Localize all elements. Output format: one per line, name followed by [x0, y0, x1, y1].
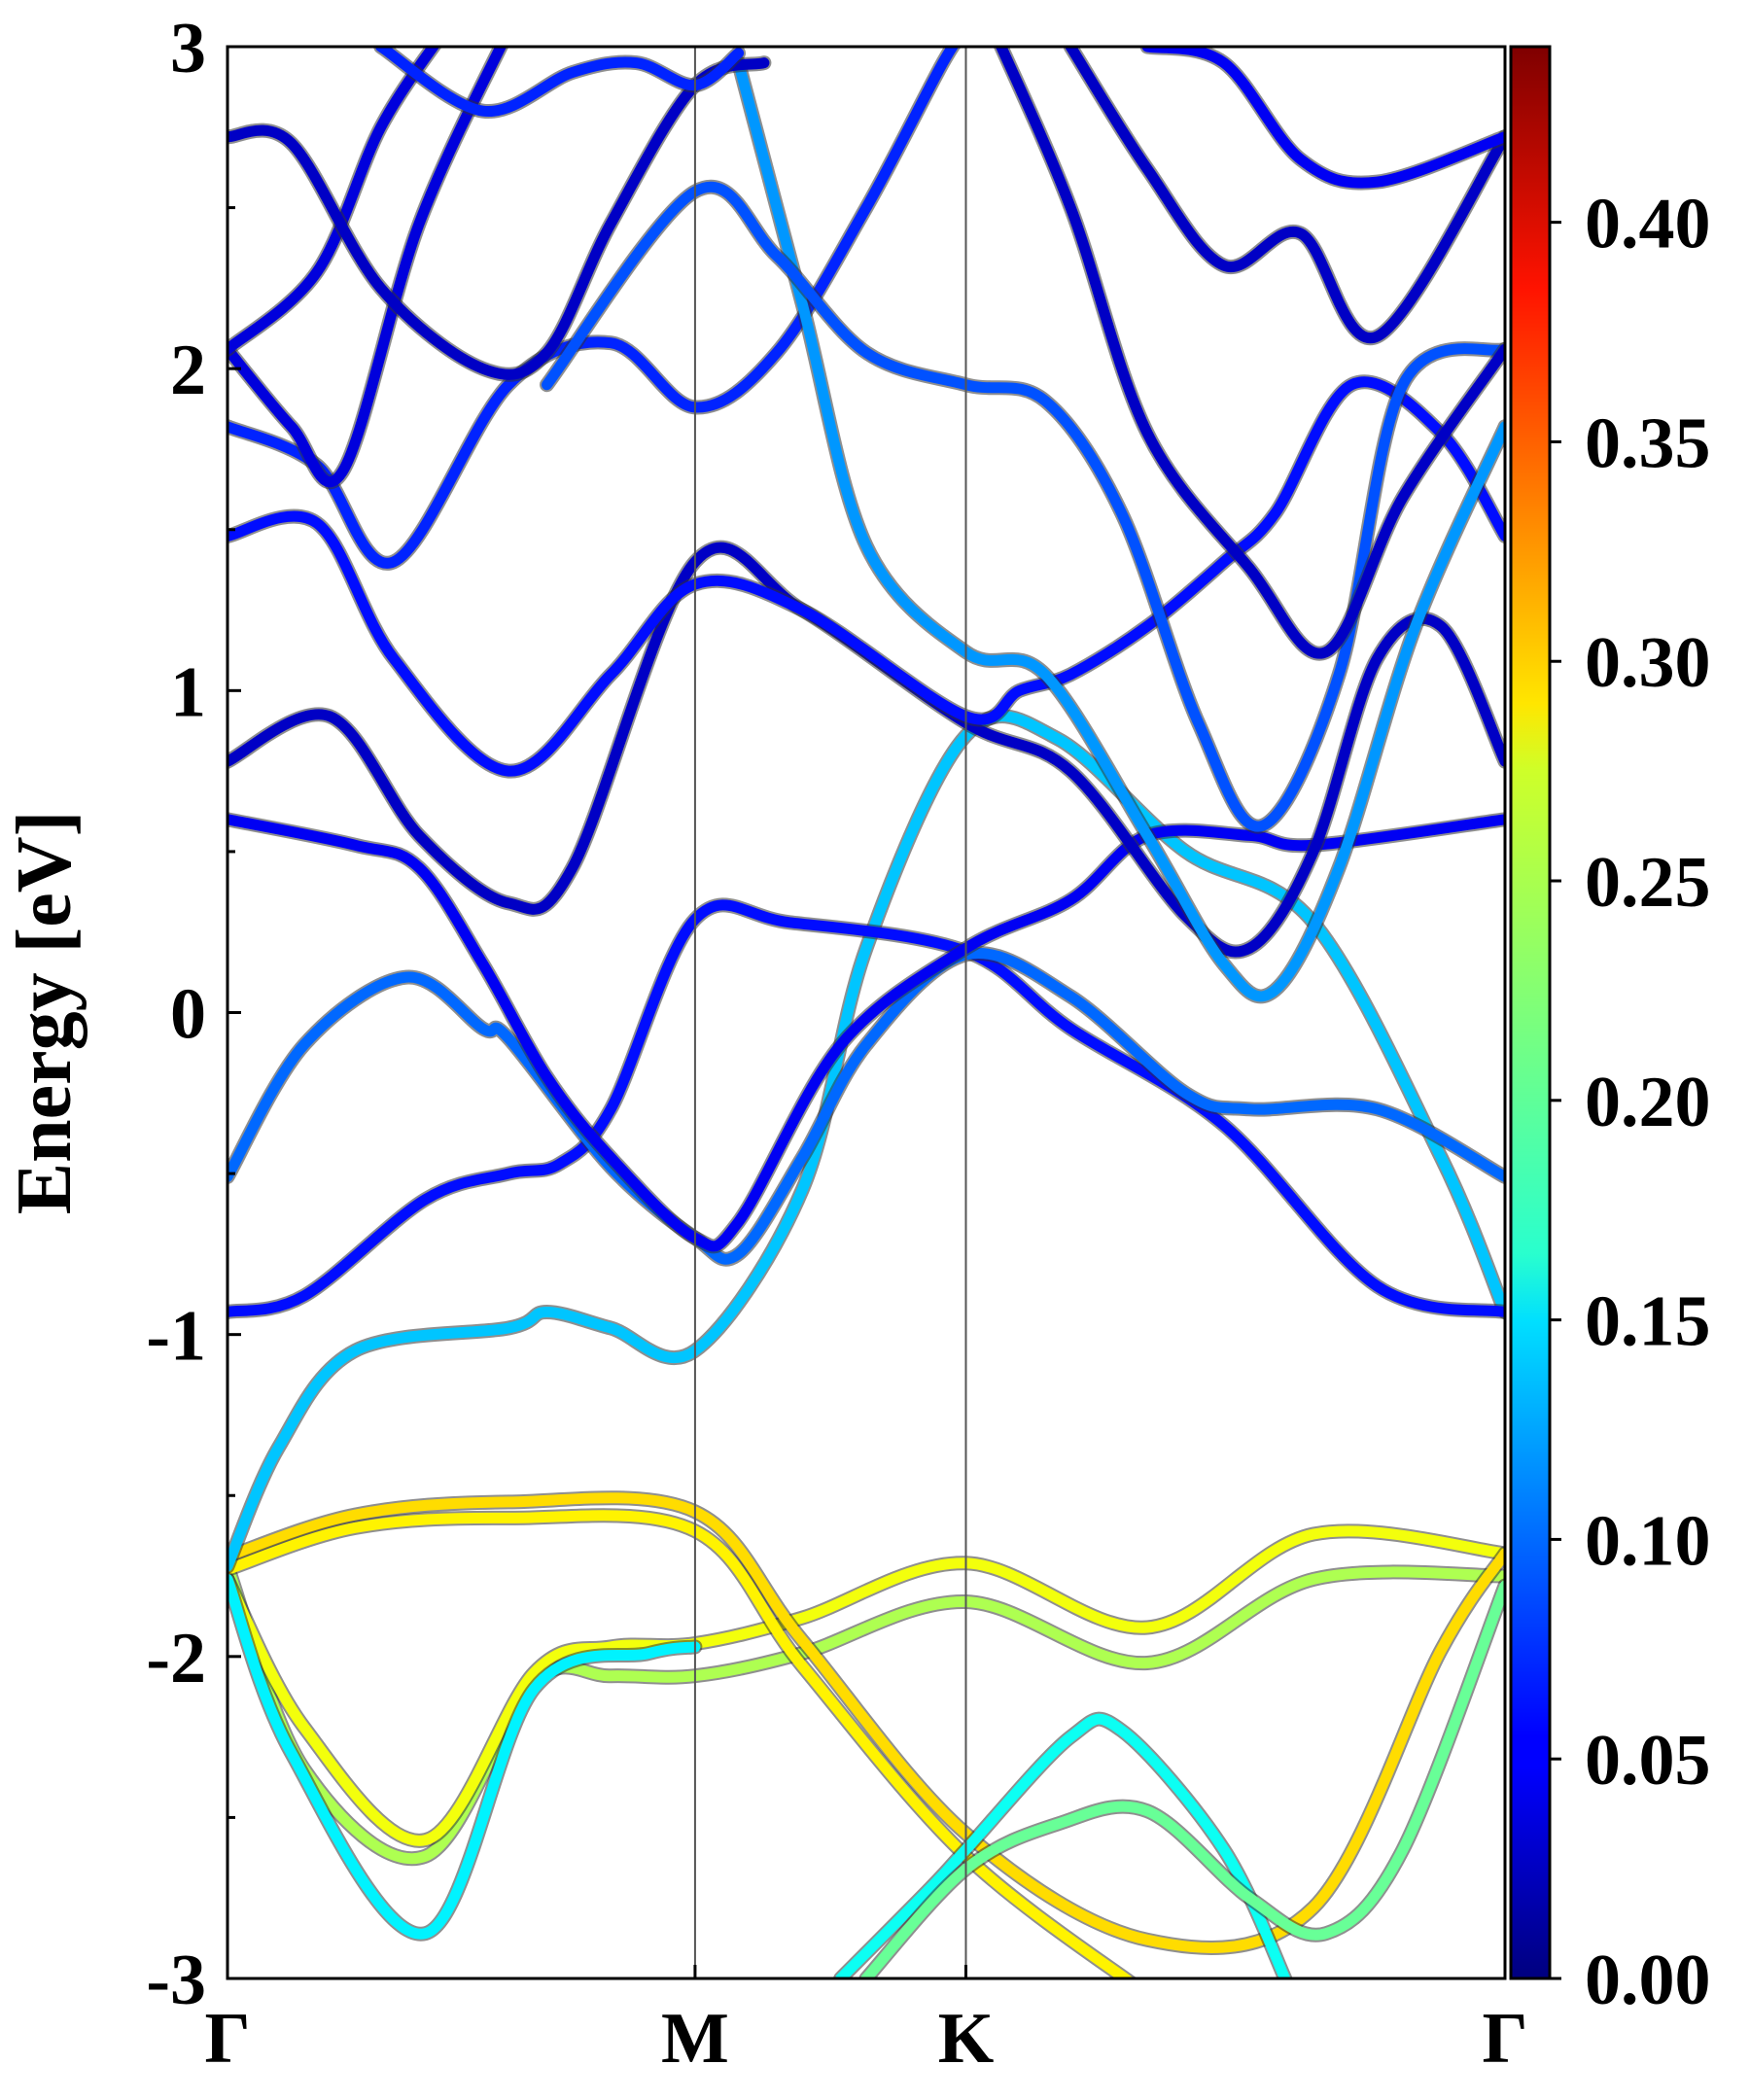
x-tick-label-3: Γ	[1482, 1999, 1527, 2079]
colorbar-tick-label: 0.25	[1585, 843, 1711, 923]
colorbar-tick-label: 0.35	[1585, 403, 1711, 483]
band-12	[228, 376, 1505, 777]
bands-layer	[228, 47, 1505, 1978]
y-tick-label: -2	[146, 1619, 206, 1698]
y-tick-label: 1	[170, 652, 206, 732]
band-7	[860, 1580, 1505, 1978]
band-17	[542, 181, 1505, 832]
band-18	[228, 57, 770, 380]
x-tick-label-2: K	[938, 1999, 995, 2079]
band-9	[228, 948, 1505, 1265]
band-3-outline	[228, 1508, 1138, 1978]
colorbar-tick-label: 0.30	[1585, 623, 1711, 703]
band-22	[1141, 47, 1505, 189]
band-13	[228, 47, 960, 569]
band-21-outline	[1063, 47, 1505, 346]
y-tick-label: 0	[170, 975, 206, 1055]
band-6	[835, 1713, 1291, 1978]
colorbar: 0.00 0.05 0.10 0.15 0.20 0.25 0.30 0.35 0.40	[1509, 45, 1711, 2020]
y-axis-label: Energy [eV]	[2, 811, 88, 1214]
band-8	[228, 899, 1505, 1317]
y-tick-label: -1	[146, 1297, 206, 1377]
colorbar-tick-label: 0.05	[1585, 1721, 1711, 1801]
band-3	[228, 1510, 1135, 1978]
x-tick-label-0: Γ	[204, 1999, 250, 2079]
band-1	[228, 1525, 1505, 1846]
colorbar-tick-label: 0.20	[1585, 1063, 1711, 1142]
band-21	[1065, 47, 1505, 344]
band-14	[733, 57, 1505, 1002]
y-tick-label: 3	[170, 9, 206, 88]
colorbar-tick-label: 0.15	[1585, 1282, 1711, 1362]
band-17-outline	[540, 179, 1505, 834]
band-15	[228, 47, 508, 487]
y-tick-label: -3	[146, 1941, 206, 2020]
band-10	[228, 814, 1505, 1252]
band-0	[228, 1560, 1505, 1865]
colorbar-tick-label: 0.40	[1585, 185, 1711, 264]
band-10-outline	[228, 812, 1505, 1254]
colorbar-tick-label: 0.10	[1585, 1501, 1711, 1581]
colorbar-tick-label: 0.00	[1585, 1941, 1711, 2020]
high-symmetry-lines	[693, 47, 967, 1978]
band-20	[995, 47, 1505, 659]
y-tick-label: 2	[170, 331, 206, 410]
y-axis: 3 2 1 0 -1 -2 -3	[146, 9, 241, 2020]
band-4	[228, 1573, 701, 1940]
band-2	[228, 1492, 1505, 1953]
colorbar-gradient	[1509, 45, 1552, 1980]
x-tick-label-1: M	[661, 1999, 729, 2079]
